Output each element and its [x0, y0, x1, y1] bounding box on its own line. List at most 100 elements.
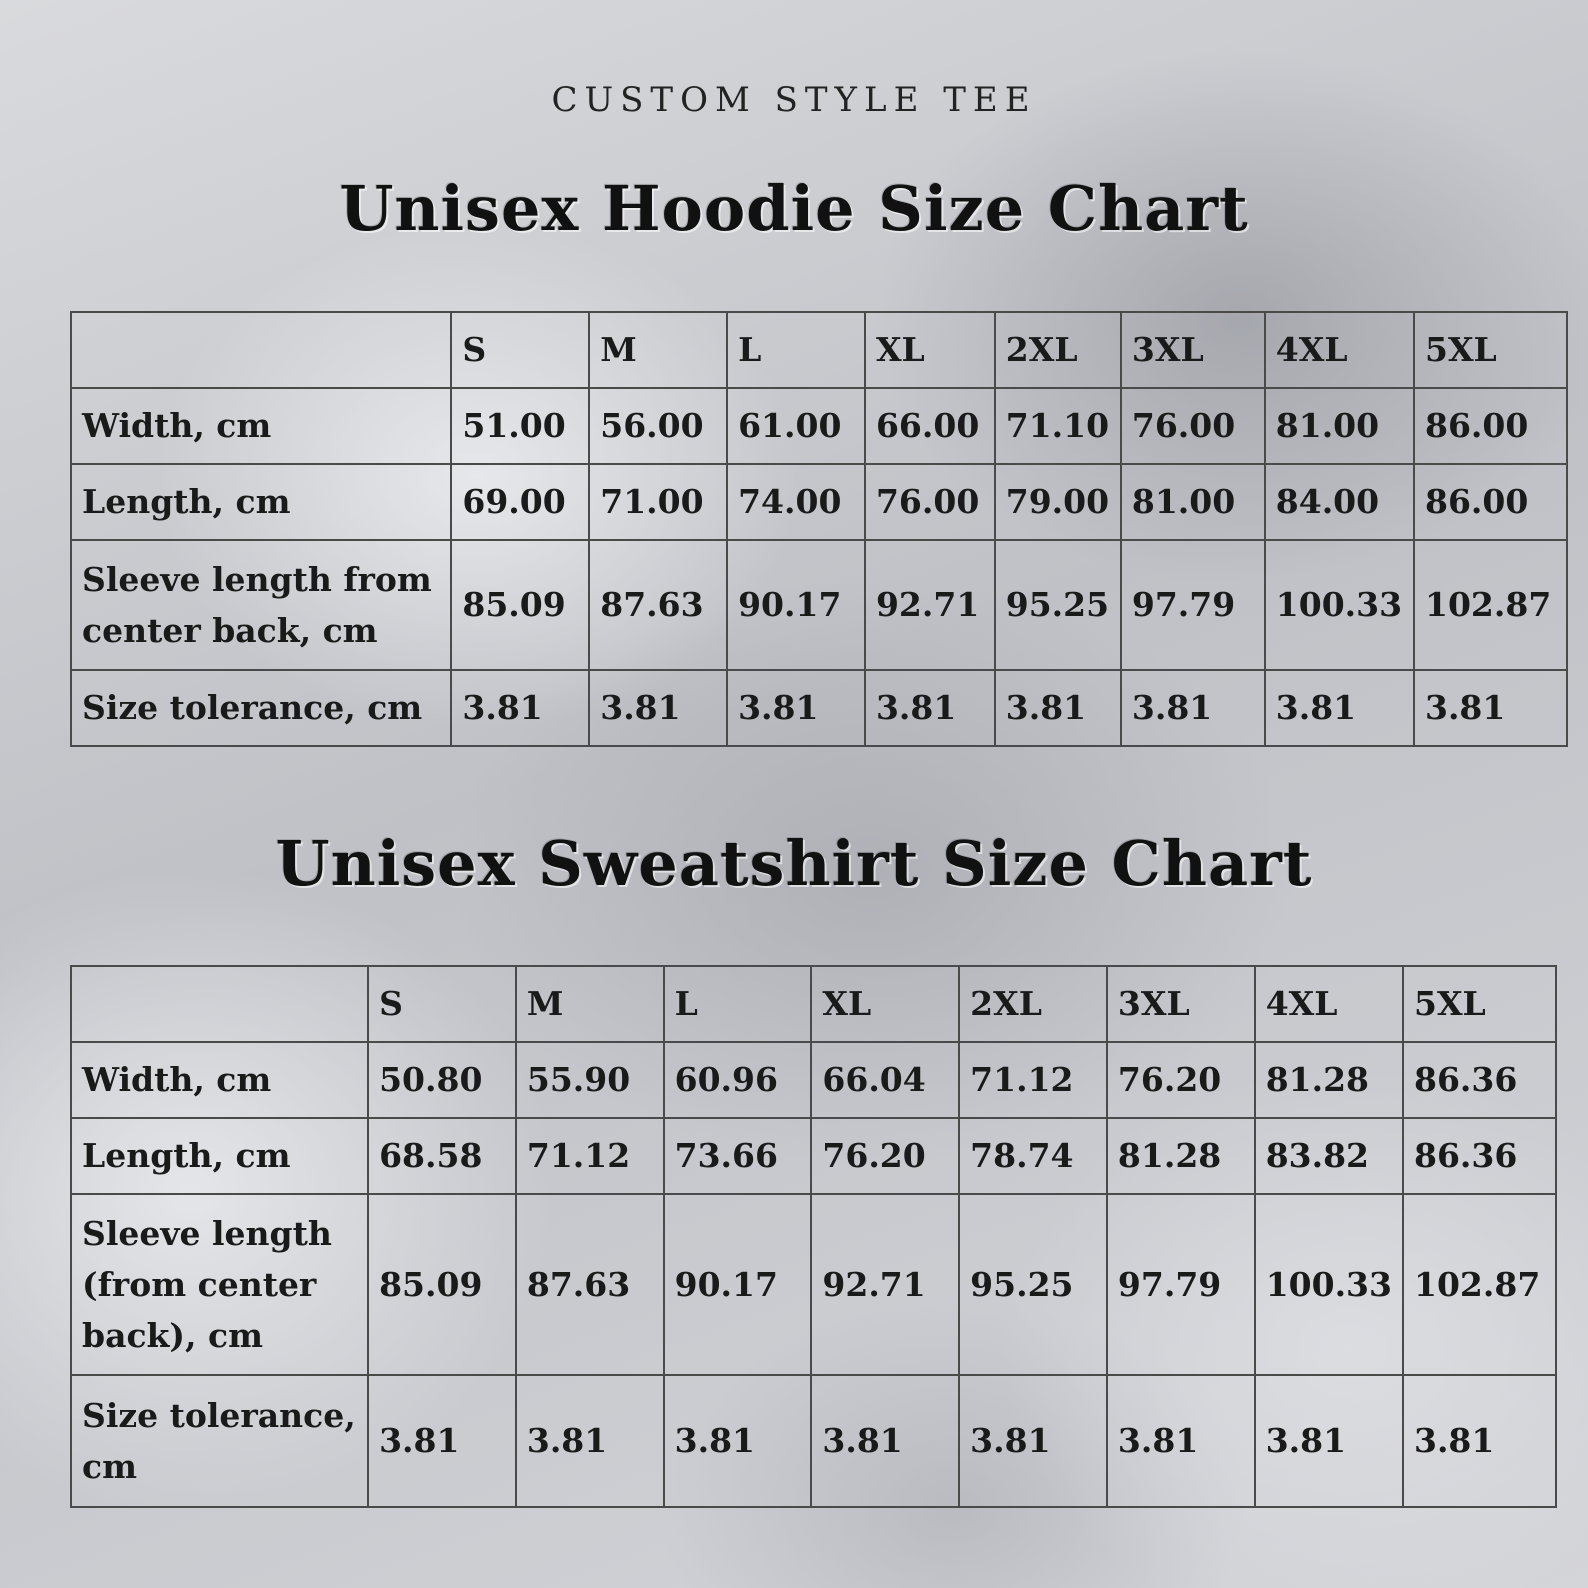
row-label: Length, cm [69, 1117, 370, 1195]
table-cell: 51.00 [450, 387, 591, 465]
table-cell: 76.20 [810, 1117, 961, 1195]
table-row: Length, cm 68.58 71.12 73.66 76.20 78.74… [69, 1117, 1558, 1195]
table-cell: 60.96 [662, 1041, 813, 1119]
hoodie-chart-title: Unisex Hoodie Size Chart [339, 172, 1249, 245]
size-header: L [726, 311, 866, 389]
size-header: M [514, 965, 665, 1043]
size-header: 2XL [958, 965, 1108, 1043]
table-cell: 84.00 [1263, 463, 1415, 541]
table-cell: 102.87 [1412, 539, 1569, 671]
table-cell: 3.81 [1119, 669, 1266, 747]
table-cell: 74.00 [726, 463, 866, 541]
table-cell: 61.00 [726, 387, 866, 465]
size-header: 3XL [1119, 311, 1266, 389]
table-cell: 66.00 [863, 387, 996, 465]
table-cell: 90.17 [726, 539, 866, 671]
table-cell: 87.63 [588, 539, 729, 671]
table-cell: 95.25 [958, 1193, 1108, 1376]
table-cell: 92.71 [810, 1193, 961, 1376]
size-header: L [662, 965, 813, 1043]
hoodie-size-table: S M L XL 2XL 3XL 4XL 5XL Width, cm 51.00… [69, 311, 1569, 747]
table-cell: 3.81 [514, 1374, 665, 1508]
row-label: Width, cm [69, 387, 453, 465]
table-cell: 3.81 [993, 669, 1122, 747]
table-cell: 56.00 [588, 387, 729, 465]
size-header: 2XL [993, 311, 1122, 389]
table-cell: 76.00 [863, 463, 996, 541]
table-cell: 76.20 [1105, 1041, 1256, 1119]
table-cell: 3.81 [367, 1374, 517, 1508]
row-label: Length, cm [69, 463, 453, 541]
table-cell: 69.00 [450, 463, 591, 541]
table-cell: 95.25 [993, 539, 1122, 671]
table-cell: 83.82 [1253, 1117, 1404, 1195]
table-cell: 90.17 [662, 1193, 813, 1376]
table-cell: 78.74 [958, 1117, 1108, 1195]
table-row: Size tolerance, cm 3.81 3.81 3.81 3.81 3… [69, 669, 1569, 747]
row-label: Sleeve length from center back, cm [69, 539, 453, 671]
table-header-row: S M L XL 2XL 3XL 4XL 5XL [69, 311, 1569, 389]
size-header: M [588, 311, 729, 389]
table-cell: 68.58 [367, 1117, 517, 1195]
table-cell: 3.81 [1253, 1374, 1404, 1508]
table-cell: 87.63 [514, 1193, 665, 1376]
table-cell: 81.28 [1105, 1117, 1256, 1195]
size-header: 5XL [1412, 311, 1569, 389]
table-row: Sleeve length (from center back), cm 85.… [69, 1193, 1558, 1376]
row-label: Size tolerance, cm [69, 669, 453, 747]
sweatshirt-chart-title: Unisex Sweatshirt Size Chart [275, 827, 1313, 900]
table-cell: 86.36 [1401, 1041, 1558, 1119]
table-cell: 100.33 [1263, 539, 1415, 671]
table-cell: 50.80 [367, 1041, 517, 1119]
size-header: S [367, 965, 517, 1043]
table-cell: 66.04 [810, 1041, 961, 1119]
row-label: Size tolerance, cm [69, 1374, 370, 1508]
table-row: Sleeve length from center back, cm 85.09… [69, 539, 1569, 671]
row-label: Width, cm [69, 1041, 370, 1119]
table-cell: 3.81 [810, 1374, 961, 1508]
table-header-row: S M L XL 2XL 3XL 4XL 5XL [69, 965, 1558, 1043]
table-cell: 81.00 [1119, 463, 1266, 541]
table-cell: 55.90 [514, 1041, 665, 1119]
header-corner-cell [69, 965, 370, 1043]
table-row: Width, cm 50.80 55.90 60.96 66.04 71.12 … [69, 1041, 1558, 1119]
table-row: Length, cm 69.00 71.00 74.00 76.00 79.00… [69, 463, 1569, 541]
table-cell: 3.81 [958, 1374, 1108, 1508]
table-cell: 3.81 [1263, 669, 1415, 747]
table-cell: 3.81 [1401, 1374, 1558, 1508]
table-cell: 3.81 [450, 669, 591, 747]
table-cell: 71.10 [993, 387, 1122, 465]
size-header: 3XL [1105, 965, 1256, 1043]
table-row: Size tolerance, cm 3.81 3.81 3.81 3.81 3… [69, 1374, 1558, 1508]
size-header: 4XL [1253, 965, 1404, 1043]
table-cell: 92.71 [863, 539, 996, 671]
table-cell: 76.00 [1119, 387, 1266, 465]
table-cell: 71.00 [588, 463, 729, 541]
table-cell: 3.81 [1105, 1374, 1256, 1508]
table-cell: 71.12 [958, 1041, 1108, 1119]
table-cell: 97.79 [1105, 1193, 1256, 1376]
table-cell: 100.33 [1253, 1193, 1404, 1376]
table-cell: 85.09 [450, 539, 591, 671]
table-cell: 3.81 [726, 669, 866, 747]
table-cell: 81.28 [1253, 1041, 1404, 1119]
table-cell: 81.00 [1263, 387, 1415, 465]
table-cell: 79.00 [993, 463, 1122, 541]
table-cell: 73.66 [662, 1117, 813, 1195]
table-cell: 3.81 [588, 669, 729, 747]
table-cell: 3.81 [662, 1374, 813, 1508]
size-header: 5XL [1401, 965, 1558, 1043]
table-cell: 86.00 [1412, 463, 1569, 541]
brand-name: CUSTOM STYLE TEE [551, 80, 1037, 120]
table-cell: 3.81 [863, 669, 996, 747]
size-header: 4XL [1263, 311, 1415, 389]
row-label: Sleeve length (from center back), cm [69, 1193, 370, 1376]
table-cell: 3.81 [1412, 669, 1569, 747]
sweatshirt-size-table: S M L XL 2XL 3XL 4XL 5XL Width, cm 50.80… [69, 965, 1558, 1508]
table-cell: 85.09 [367, 1193, 517, 1376]
table-cell: 97.79 [1119, 539, 1266, 671]
size-header: XL [863, 311, 996, 389]
size-header: S [450, 311, 591, 389]
header-corner-cell [69, 311, 453, 389]
